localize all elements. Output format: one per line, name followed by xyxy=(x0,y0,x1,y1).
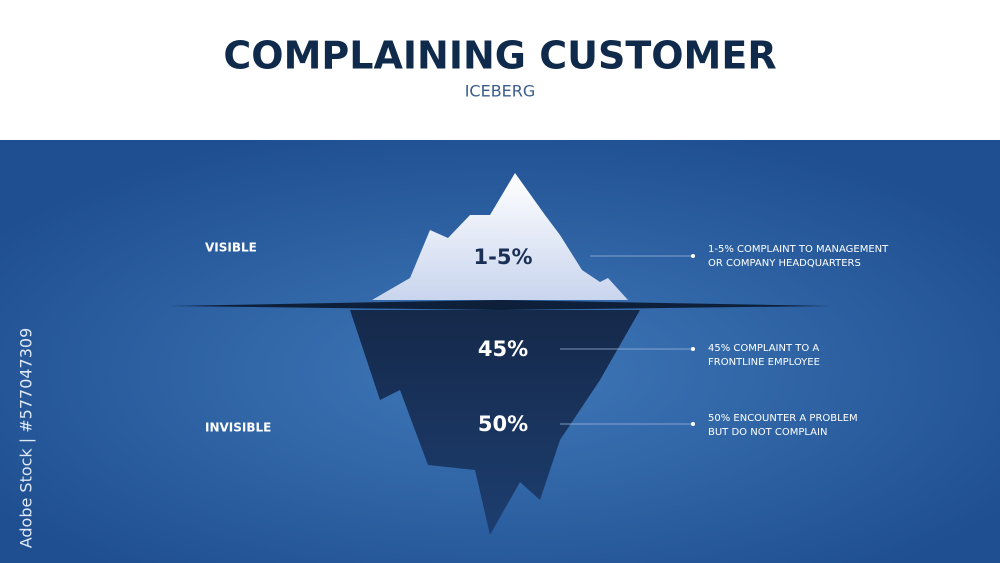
description: 1-5% COMPLAINT TO MANAGEMENT xyxy=(708,244,889,255)
waterline xyxy=(170,300,830,310)
description: 50% ENCOUNTER A PROBLEM xyxy=(708,413,858,424)
percent: 1-5% xyxy=(474,245,533,269)
iceberg-tip xyxy=(372,173,628,300)
connectors xyxy=(560,255,693,425)
header-bg xyxy=(0,0,1000,140)
connector-dots xyxy=(691,254,695,426)
description: FRONTLINE EMPLOYEE xyxy=(708,357,820,368)
side-text: Adobe Stock | #577047309 xyxy=(17,328,36,549)
description: BUT DO NOT COMPLAIN xyxy=(708,427,827,438)
description: 45% COMPLAINT TO A xyxy=(708,343,819,354)
zone-label: INVISIBLE xyxy=(205,421,271,435)
zone-label: VISIBLE xyxy=(205,241,257,255)
percent: 50% xyxy=(478,412,528,436)
description: OR COMPANY HEADQUARTERS xyxy=(708,258,861,269)
iceberg-base xyxy=(350,310,640,535)
percent: 45% xyxy=(478,337,528,361)
subtitle: ICEBERG xyxy=(465,82,536,101)
title: COMPLAINING CUSTOMER xyxy=(223,34,776,78)
